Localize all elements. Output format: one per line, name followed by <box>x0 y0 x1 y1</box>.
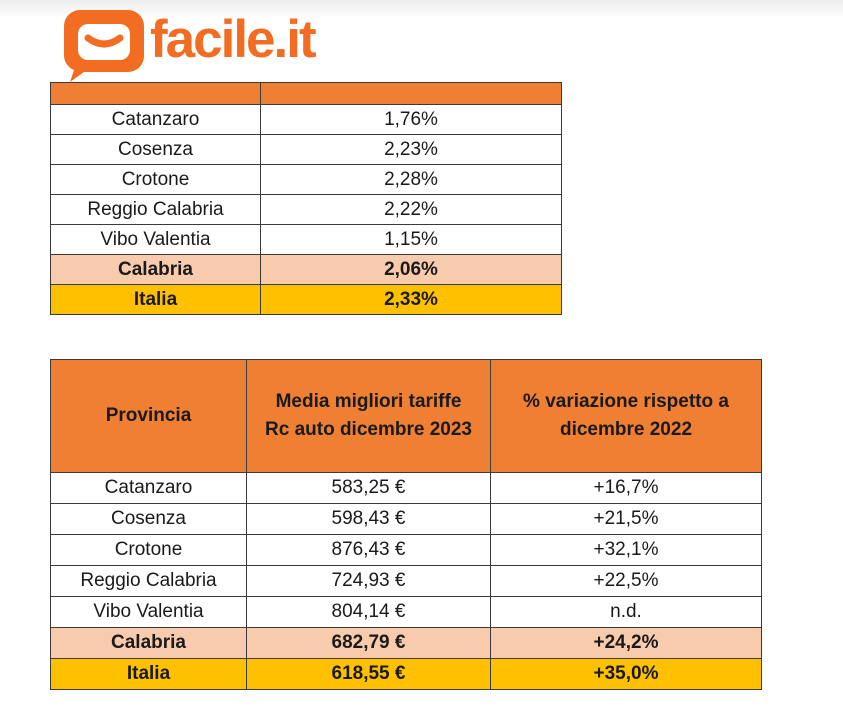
provincia-cell: Cosenza <box>50 134 261 165</box>
provincia-cell: Catanzaro <box>50 472 247 504</box>
variazione-cell: +16,7% <box>490 472 762 504</box>
facile-it-logo: facile.it <box>62 6 362 82</box>
variazione-header-line1: % variazione rispetto a <box>523 391 729 412</box>
italy-variazione-cell: +35,0% <box>490 658 762 690</box>
italy-total-row: Italia 2,33% <box>50 284 562 315</box>
provincia-cell: Reggio Calabria <box>50 565 247 597</box>
italy-name-cell: Italia <box>50 658 247 690</box>
provincia-header: Provincia <box>50 359 247 473</box>
region-total-row: Calabria 682,79 € +24,2% <box>50 627 762 659</box>
provincia-cell: Vibo Valentia <box>50 596 247 628</box>
table-row: Crotone 2,28% <box>50 164 562 195</box>
variazione-cell: +22,5% <box>490 565 762 597</box>
table-row: Cosenza 598,43 € +21,5% <box>50 503 762 535</box>
value-cell: 2,23% <box>260 134 562 165</box>
header-cell <box>50 82 261 105</box>
rc-auto-tariffs-table: Provincia Media migliori tariffe Rc auto… <box>50 359 762 690</box>
percentage-table: Catanzaro 1,76% Cosenza 2,23% Crotone 2,… <box>50 82 562 315</box>
region-total-row: Calabria 2,06% <box>50 254 562 285</box>
provincia-cell: Vibo Valentia <box>50 224 261 255</box>
table-row: Reggio Calabria 724,93 € +22,5% <box>50 565 762 597</box>
media-cell: 724,93 € <box>246 565 491 597</box>
italy-name-cell: Italia <box>50 284 261 315</box>
media-header-line1: Media migliori tariffe <box>275 391 462 412</box>
table-header-row <box>50 82 562 105</box>
value-cell: 1,76% <box>260 104 562 135</box>
media-cell: 804,14 € <box>246 596 491 628</box>
italy-total-row: Italia 618,55 € +35,0% <box>50 658 762 690</box>
variazione-header: % variazione rispetto a dicembre 2022 <box>490 359 762 473</box>
table-row: Vibo Valentia 804,14 € n.d. <box>50 596 762 628</box>
provincia-cell: Crotone <box>50 534 247 566</box>
brand-name: facile.it <box>150 10 317 69</box>
window-top-strip <box>0 0 843 18</box>
variazione-cell: n.d. <box>490 596 762 628</box>
table-row: Vibo Valentia 1,15% <box>50 224 562 255</box>
region-name-cell: Calabria <box>50 254 261 285</box>
table-row: Reggio Calabria 2,22% <box>50 194 562 225</box>
variazione-header-line2: dicembre 2022 <box>559 419 693 440</box>
provincia-cell: Catanzaro <box>50 104 261 135</box>
table-row: Catanzaro 583,25 € +16,7% <box>50 472 762 504</box>
media-cell: 876,43 € <box>246 534 491 566</box>
table-header-row: Provincia Media migliori tariffe Rc auto… <box>50 359 762 473</box>
header-cell <box>260 82 562 105</box>
media-cell: 598,43 € <box>246 503 491 535</box>
value-cell: 2,28% <box>260 164 562 195</box>
region-media-cell: 682,79 € <box>246 627 491 659</box>
value-cell: 2,22% <box>260 194 562 225</box>
region-variazione-cell: +24,2% <box>490 627 762 659</box>
region-name-cell: Calabria <box>50 627 247 659</box>
variazione-cell: +32,1% <box>490 534 762 566</box>
table-row: Crotone 876,43 € +32,1% <box>50 534 762 566</box>
variazione-cell: +21,5% <box>490 503 762 535</box>
table-row: Cosenza 2,23% <box>50 134 562 165</box>
italy-media-cell: 618,55 € <box>246 658 491 690</box>
provincia-cell: Crotone <box>50 164 261 195</box>
provincia-cell: Cosenza <box>50 503 247 535</box>
media-header-line2: Rc auto dicembre 2023 <box>265 419 472 440</box>
media-cell: 583,25 € <box>246 472 491 504</box>
table-row: Catanzaro 1,76% <box>50 104 562 135</box>
speech-bubble-smile-logo-icon <box>64 10 144 82</box>
value-cell: 1,15% <box>260 224 562 255</box>
media-header: Media migliori tariffe Rc auto dicembre … <box>246 359 491 473</box>
italy-value-cell: 2,33% <box>260 284 562 315</box>
region-value-cell: 2,06% <box>260 254 562 285</box>
provincia-cell: Reggio Calabria <box>50 194 261 225</box>
